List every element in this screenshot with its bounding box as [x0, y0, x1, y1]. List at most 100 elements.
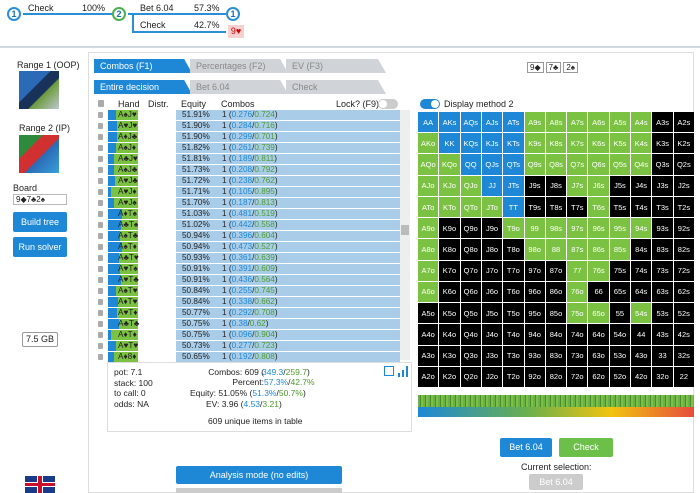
grid-cell[interactable]: T4s	[631, 196, 652, 218]
grid-cell[interactable]: 97s	[567, 218, 588, 239]
table-row[interactable]: A♥T♦ 50.77% 1 (0.292/0.708)	[96, 308, 400, 318]
grid-cell[interactable]: A4o	[418, 324, 439, 345]
tree-action-check2[interactable]: Check	[140, 20, 166, 30]
lock-icon[interactable]	[98, 288, 103, 294]
grid-cell[interactable]: 76o	[567, 281, 588, 303]
grid-cell[interactable]: 84o	[545, 324, 567, 345]
grid-cell[interactable]: A8s	[545, 112, 567, 133]
grid-cell[interactable]: Q6s	[588, 154, 609, 175]
grid-cell[interactable]: 92o	[524, 366, 545, 387]
grid-cell[interactable]: Q4o	[460, 324, 481, 345]
grid-cell[interactable]: J4s	[631, 175, 652, 196]
grid-cell[interactable]: 42o	[631, 366, 652, 387]
grid-cell[interactable]: K8o	[439, 239, 460, 260]
grid-cell[interactable]: 93o	[524, 345, 545, 366]
lock-icon[interactable]	[98, 255, 103, 261]
grid-cell[interactable]: J8s	[545, 175, 567, 196]
grid-cell[interactable]: K4o	[439, 324, 460, 345]
grid-cell[interactable]: 75o	[567, 303, 588, 324]
grid-cell[interactable]: 92s	[673, 218, 694, 239]
grid-cell[interactable]: Q7s	[567, 154, 588, 175]
grid-cell[interactable]: AJs	[481, 112, 503, 133]
grid-cell[interactable]: 93s	[652, 218, 673, 239]
build-tree-button[interactable]: Build tree	[13, 212, 67, 232]
grid-cell[interactable]: 98s	[545, 218, 567, 239]
grid-cell[interactable]: 77	[567, 260, 588, 281]
tab-ev[interactable]: EV (F3)	[286, 59, 386, 73]
grid-cell[interactable]: A9o	[418, 218, 439, 239]
grid-cell[interactable]: Q2s	[673, 154, 694, 175]
grid-cell[interactable]: Q2o	[460, 366, 481, 387]
grid-cell[interactable]: 64o	[588, 324, 609, 345]
export-icon[interactable]	[384, 366, 394, 376]
grid-cell[interactable]: T2s	[673, 196, 694, 218]
table-row[interactable]: A♠J♥ 51.91% 1 (0.276/0.724)	[96, 110, 400, 120]
header-distr[interactable]: Distr.	[148, 99, 169, 109]
grid-cell[interactable]: 95o	[524, 303, 545, 324]
grid-cell[interactable]: T9o	[503, 218, 524, 239]
grid-cell[interactable]: T9s	[524, 196, 545, 218]
grid-cell[interactable]: Q3o	[460, 345, 481, 366]
display-method-toggle[interactable]	[420, 99, 440, 109]
grid-cell[interactable]: TT	[503, 196, 524, 218]
grid-cell[interactable]: 75s	[609, 260, 631, 281]
lock-icon[interactable]	[98, 343, 103, 349]
grid-cell[interactable]: T5s	[609, 196, 631, 218]
grid-cell[interactable]: 95s	[609, 218, 631, 239]
table-row[interactable]: A♠T♥ 50.84% 1 (0.255/0.745)	[96, 286, 400, 296]
grid-cell[interactable]: 44	[631, 324, 652, 345]
grid-cell[interactable]: KQo	[439, 154, 460, 175]
lock-icon[interactable]	[98, 145, 103, 151]
grid-cell[interactable]: JTs	[503, 175, 524, 196]
grid-cell[interactable]: K7o	[439, 260, 460, 281]
lock-icon[interactable]	[98, 299, 103, 305]
grid-cell[interactable]: J7s	[567, 175, 588, 196]
tab-entire-decision[interactable]: Entire decision	[94, 80, 192, 94]
analysis-mode-button[interactable]: Analysis mode (no edits)	[176, 466, 342, 484]
grid-cell[interactable]: KJs	[481, 133, 503, 154]
grid-cell[interactable]: A4s	[631, 112, 652, 133]
grid-cell[interactable]: K9o	[439, 218, 460, 239]
table-row[interactable]: A♥J♣ 51.72% 1 (0.238/0.762)	[96, 176, 400, 186]
run-solver-button[interactable]: Run solver	[13, 237, 67, 257]
lock-icon[interactable]	[98, 321, 103, 327]
grid-cell[interactable]: T8o	[503, 239, 524, 260]
grid-cell[interactable]: A6s	[588, 112, 609, 133]
grid-cell[interactable]: Q9s	[524, 154, 545, 175]
lock-icon[interactable]	[98, 233, 103, 239]
grid-cell[interactable]: 88	[545, 239, 567, 260]
grid-cell[interactable]: T7o	[503, 260, 524, 281]
grid-cell[interactable]: A8o	[418, 239, 439, 260]
grid-cell[interactable]: Q3s	[652, 154, 673, 175]
lock-icon[interactable]	[98, 200, 103, 206]
lock-icon[interactable]	[98, 156, 103, 162]
lock-icon[interactable]	[98, 123, 103, 129]
table-row[interactable]: A♠J♦ 51.82% 1 (0.261/0.739)	[96, 143, 400, 153]
grid-cell[interactable]: A3s	[652, 112, 673, 133]
grid-cell[interactable]: T2o	[503, 366, 524, 387]
grid-cell[interactable]: KTs	[503, 133, 524, 154]
grid-cell[interactable]: 53s	[652, 303, 673, 324]
grid-cell[interactable]: A7s	[567, 112, 588, 133]
table-scrollbar[interactable]	[400, 110, 410, 360]
grid-cell[interactable]: 83o	[545, 345, 567, 366]
table-row[interactable]: A♣T♠ 51.02% 1 (0.442/0.558)	[96, 220, 400, 230]
table-row[interactable]: A♣T♣ 50.75% 1 (0.38/0.62)	[96, 319, 400, 329]
grid-cell[interactable]: T3o	[503, 345, 524, 366]
grid-cell[interactable]: 65o	[588, 303, 609, 324]
grid-cell[interactable]: 43s	[652, 324, 673, 345]
grid-cell[interactable]: 32s	[673, 345, 694, 366]
grid-cell[interactable]: K6s	[588, 133, 609, 154]
grid-cell[interactable]: 87o	[545, 260, 567, 281]
grid-cell[interactable]: J5s	[609, 175, 631, 196]
grid-cell[interactable]: 83s	[652, 239, 673, 260]
grid-cell[interactable]: JTo	[481, 196, 503, 218]
grid-cell[interactable]: QQ	[460, 154, 481, 175]
lock-icon[interactable]	[98, 332, 103, 338]
grid-cell[interactable]: K2o	[439, 366, 460, 387]
grid-cell[interactable]: 52s	[673, 303, 694, 324]
grid-cell[interactable]: 42s	[673, 324, 694, 345]
lock-icon[interactable]	[98, 277, 103, 283]
grid-cell[interactable]: T6o	[503, 281, 524, 303]
tree-action-bet[interactable]: Bet 6.04	[140, 3, 174, 13]
